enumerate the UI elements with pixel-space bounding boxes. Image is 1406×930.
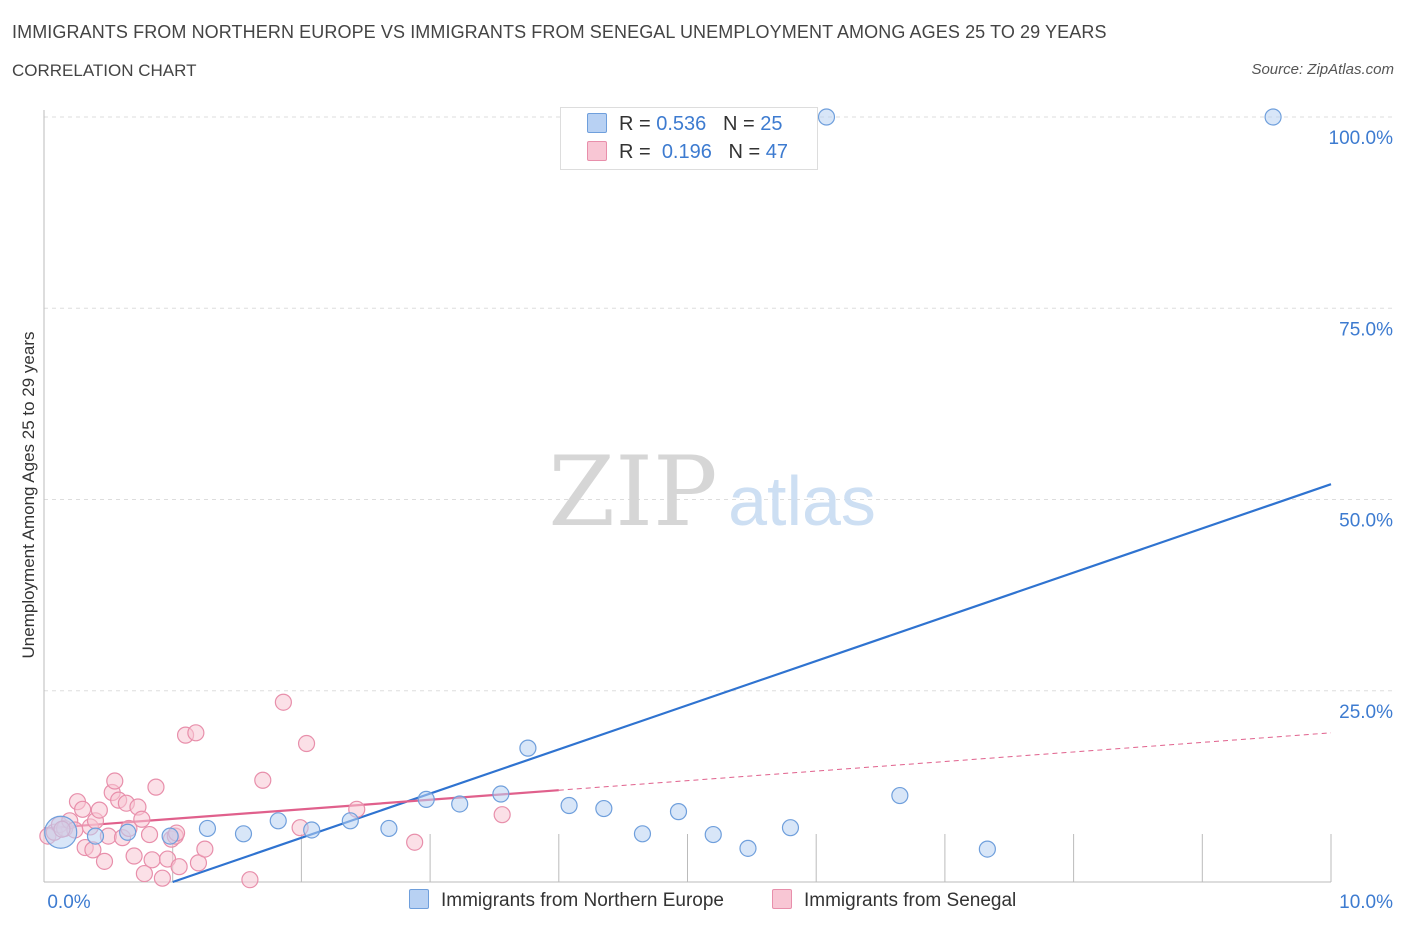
watermark: ZIP atlas — [548, 436, 876, 548]
source-label: Source: ZipAtlas.com — [1251, 61, 1394, 78]
data-point-northern-europe — [86, 827, 105, 845]
legend-item-senegal: Immigrants from Senegal — [772, 889, 1016, 912]
data-point-senegal — [274, 693, 292, 711]
grid-lines — [44, 116, 1394, 692]
watermark-zip: ZIP — [548, 436, 717, 548]
data-point-senegal — [90, 801, 108, 819]
data-point-northern-europe — [704, 825, 722, 844]
y-tick-label: 50.0% — [1339, 511, 1393, 532]
y-tick-label: 25.0% — [1339, 702, 1393, 723]
data-point-northern-europe — [669, 803, 688, 821]
data-point-senegal — [493, 806, 511, 824]
data-point-senegal — [170, 858, 188, 876]
data-point-northern-europe — [781, 819, 800, 837]
stats-legend: R = 0.536 N = 25 R = 0.196 N = 47 — [560, 107, 818, 170]
data-point-northern-europe — [595, 799, 613, 818]
data-point-senegal — [196, 840, 214, 858]
data-point-senegal — [95, 852, 114, 870]
tick-labels: 25.0% 50.0% 75.0% 100.0% 0.0% 10.0% — [47, 128, 1393, 913]
pink-swatch — [772, 889, 792, 909]
data-point-senegal — [143, 851, 161, 869]
data-point-senegal — [140, 825, 159, 844]
data-point-northern-europe — [44, 815, 78, 849]
axes — [43, 110, 1332, 883]
data-point-northern-europe — [161, 827, 179, 845]
n-value-pink: 47 — [765, 141, 789, 163]
data-point-senegal — [133, 810, 151, 828]
data-point-northern-europe — [234, 825, 253, 843]
data-point-northern-europe — [978, 840, 996, 858]
data-point-senegal — [189, 854, 208, 872]
y-tick-label: 100.0% — [1329, 128, 1394, 149]
data-point-northern-europe — [1264, 108, 1282, 126]
blue-swatch — [409, 889, 429, 909]
x-tick-label: 0.0% — [47, 892, 90, 913]
data-point-northern-europe — [560, 796, 578, 815]
data-point-northern-europe — [492, 785, 510, 803]
data-point-senegal — [187, 724, 205, 742]
data-point-northern-europe — [380, 819, 398, 838]
x-tick-label: 10.0% — [1339, 892, 1393, 913]
n-label: N = — [728, 141, 761, 163]
stats-legend-row-pink: R = 0.196 N = 47 — [587, 141, 788, 164]
data-point-northern-europe — [341, 812, 359, 830]
data-points — [39, 108, 1282, 889]
data-point-northern-europe — [303, 821, 321, 839]
data-point-senegal — [74, 800, 92, 818]
n-label: N = — [722, 113, 755, 135]
data-point-senegal — [241, 871, 259, 889]
chart-subtitle: CORRELATION CHART — [12, 61, 197, 80]
data-point-senegal — [254, 771, 272, 789]
blue-swatch — [587, 113, 607, 133]
pink-swatch — [587, 141, 607, 161]
data-point-northern-europe — [891, 786, 909, 805]
data-point-senegal — [125, 847, 143, 865]
r-label: R = — [619, 141, 651, 163]
data-point-northern-europe — [417, 790, 435, 808]
data-point-northern-europe — [198, 819, 217, 838]
data-point-senegal — [135, 864, 153, 883]
y-tick-label: 75.0% — [1339, 319, 1393, 340]
trend-line-senegal-dashed — [558, 732, 1332, 791]
data-point-northern-europe — [451, 795, 469, 813]
r-value-pink: 0.196 — [661, 141, 712, 163]
r-value-blue: 0.536 — [656, 113, 707, 135]
data-point-northern-europe — [269, 812, 287, 830]
n-value-blue: 25 — [760, 113, 783, 135]
data-point-northern-europe — [739, 839, 757, 857]
r-label: R = — [619, 113, 651, 135]
legend-label: Immigrants from Northern Europe — [441, 890, 724, 911]
legend-label: Immigrants from Senegal — [804, 890, 1017, 911]
data-point-northern-europe — [817, 108, 836, 126]
y-axis-label: Unemployment Among Ages 25 to 29 years — [19, 332, 38, 659]
stats-legend-row-blue: R = 0.536 N = 25 — [587, 113, 782, 136]
chart-title: IMMIGRANTS FROM NORTHERN EUROPE VS IMMIG… — [12, 22, 1107, 42]
data-point-senegal — [406, 833, 424, 851]
data-point-senegal — [106, 772, 124, 790]
watermark-atlas: atlas — [728, 462, 876, 540]
data-point-senegal — [147, 778, 165, 796]
legend-item-northern-europe: Immigrants from Northern Europe — [409, 889, 724, 912]
data-point-northern-europe — [633, 825, 652, 843]
trend-line-northern-europe — [172, 483, 1332, 884]
data-point-northern-europe — [519, 739, 537, 757]
data-point-northern-europe — [119, 823, 137, 841]
data-point-senegal — [297, 734, 316, 753]
data-point-senegal — [153, 869, 172, 887]
